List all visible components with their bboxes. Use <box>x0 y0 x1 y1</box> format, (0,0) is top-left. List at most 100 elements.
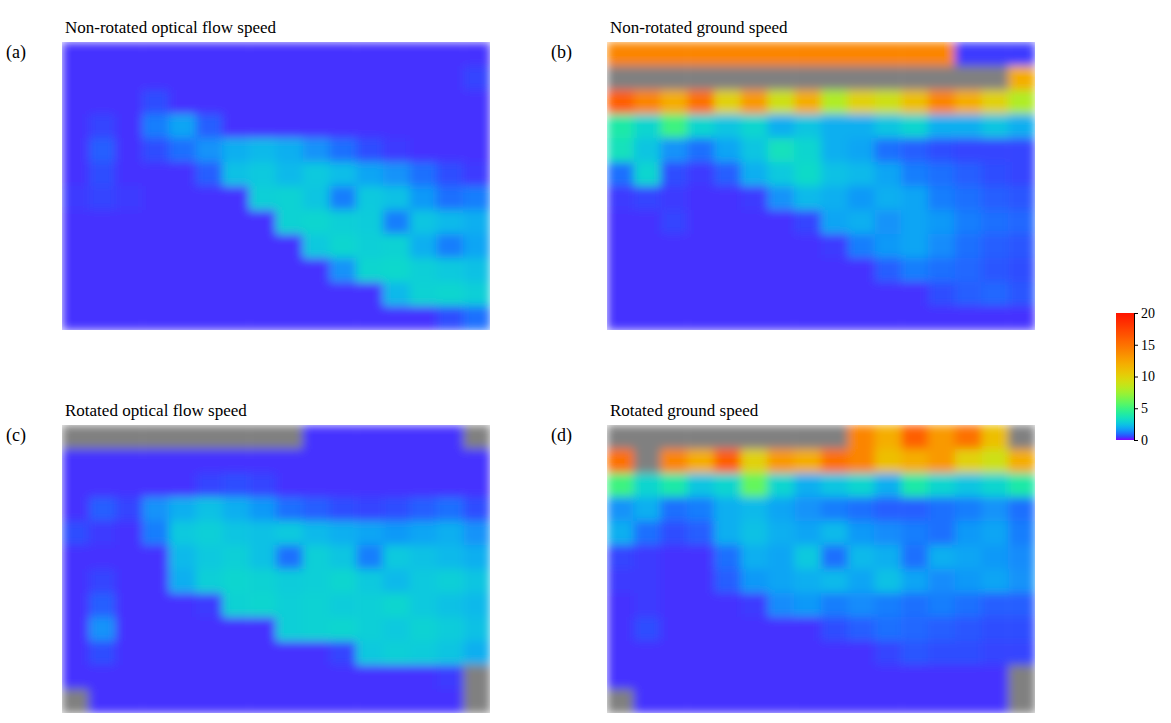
cell <box>303 593 330 618</box>
cell <box>169 617 196 642</box>
cell <box>330 162 357 187</box>
cell <box>89 114 116 139</box>
cell <box>437 665 464 690</box>
cell <box>901 282 928 307</box>
cell <box>383 234 410 259</box>
cell <box>928 641 955 666</box>
cell <box>982 689 1009 713</box>
cell <box>330 617 357 642</box>
cell <box>89 665 116 690</box>
cell <box>901 138 928 163</box>
cell <box>768 90 795 115</box>
cell <box>741 162 768 187</box>
cell <box>62 521 89 546</box>
cell <box>169 210 196 235</box>
cell <box>1008 617 1035 642</box>
cell <box>116 210 143 235</box>
heatmap <box>62 42 490 330</box>
cell <box>982 114 1009 139</box>
cell <box>794 425 821 450</box>
cell <box>794 258 821 283</box>
cell <box>356 258 383 283</box>
cell <box>223 42 250 67</box>
cell <box>714 138 741 163</box>
cell <box>223 66 250 91</box>
cell <box>794 521 821 546</box>
cell <box>116 234 143 259</box>
cell <box>463 306 490 330</box>
tick-label: 0 <box>1141 433 1148 448</box>
cell <box>714 42 741 67</box>
cell <box>196 617 223 642</box>
cell <box>955 114 982 139</box>
cell <box>196 521 223 546</box>
plot-area <box>607 42 1035 330</box>
cell <box>982 210 1009 235</box>
cell <box>169 545 196 570</box>
cell <box>741 282 768 307</box>
cell <box>848 306 875 330</box>
cell <box>768 186 795 211</box>
cell <box>116 42 143 67</box>
cell <box>661 449 688 474</box>
cell <box>661 473 688 498</box>
cell <box>1008 282 1035 307</box>
cell <box>794 545 821 570</box>
cell <box>875 162 902 187</box>
cell <box>276 258 303 283</box>
cell <box>383 90 410 115</box>
cell <box>1008 258 1035 283</box>
cell <box>982 569 1009 594</box>
cell <box>794 569 821 594</box>
cell <box>821 234 848 259</box>
cell <box>794 306 821 330</box>
cell <box>196 593 223 618</box>
axis-line <box>1135 314 1139 441</box>
cell <box>463 258 490 283</box>
cell <box>1008 66 1035 91</box>
cell <box>463 641 490 666</box>
cell <box>169 473 196 498</box>
cell <box>383 545 410 570</box>
cell <box>169 425 196 450</box>
cell <box>169 449 196 474</box>
cell <box>303 617 330 642</box>
cell <box>821 641 848 666</box>
cell <box>768 162 795 187</box>
cell <box>142 282 169 307</box>
cell <box>169 66 196 91</box>
cell <box>303 186 330 211</box>
cell <box>661 210 688 235</box>
cell <box>356 90 383 115</box>
cell <box>196 258 223 283</box>
cell <box>1008 425 1035 450</box>
cell <box>383 282 410 307</box>
cell <box>607 186 634 211</box>
cell <box>276 593 303 618</box>
cell <box>634 66 661 91</box>
cell <box>116 90 143 115</box>
cell <box>223 569 250 594</box>
cell <box>821 473 848 498</box>
heatmap <box>607 42 1035 330</box>
cell <box>741 138 768 163</box>
cell <box>276 545 303 570</box>
cell <box>821 42 848 67</box>
cell <box>848 521 875 546</box>
cell <box>169 234 196 259</box>
cell <box>607 473 634 498</box>
cell <box>303 569 330 594</box>
cell <box>169 665 196 690</box>
cell <box>383 42 410 67</box>
cell <box>768 641 795 666</box>
cell <box>848 545 875 570</box>
cell <box>410 186 437 211</box>
cell <box>768 689 795 713</box>
cell <box>437 545 464 570</box>
cell <box>89 449 116 474</box>
cell <box>383 186 410 211</box>
cell <box>661 282 688 307</box>
cell <box>142 138 169 163</box>
cell <box>741 66 768 91</box>
cell <box>89 617 116 642</box>
